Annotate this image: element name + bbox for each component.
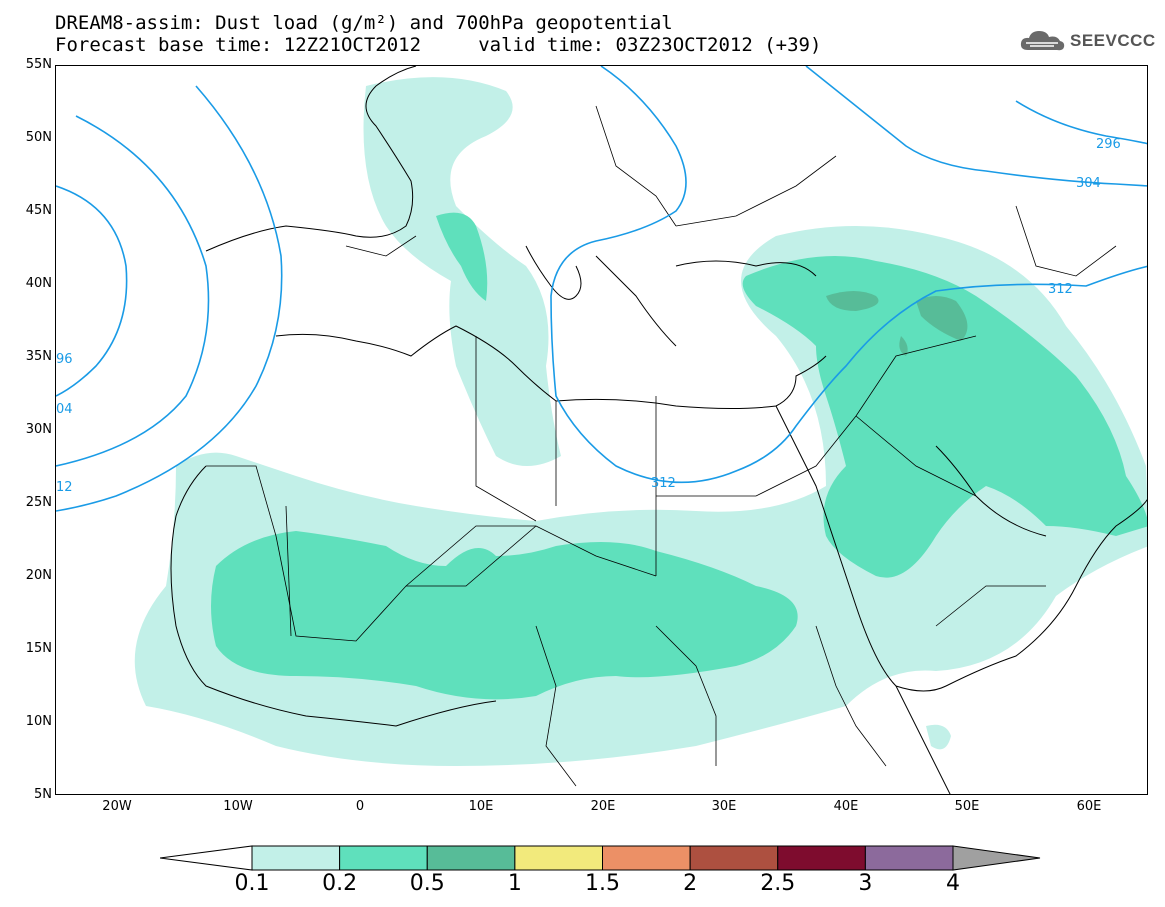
dust-shading-high [826, 291, 968, 356]
country-borders [206, 105, 1117, 787]
logo-text: SEEVCCC [1070, 31, 1156, 50]
forecast-time-line: Forecast base time: 12Z21OCT2012 valid t… [55, 34, 822, 56]
colorbar-label: 1.5 [585, 871, 620, 896]
seevccc-logo: SEEVCCC [1018, 27, 1156, 55]
colorbar-label: 0.5 [409, 871, 445, 896]
lat-label: 55N [25, 57, 52, 72]
cloud-logo-icon [1020, 31, 1065, 51]
lon-label: 40E [833, 799, 859, 814]
colorbar-label: 2 [683, 871, 698, 896]
contour-labels: 296 304 312 312 96 04 12 [56, 137, 1121, 495]
lon-label: 10E [468, 799, 494, 814]
map-title: DREAM8-assim: Dust load (g/m²) and 700hP… [55, 12, 673, 34]
lon-label: 50E [954, 799, 980, 814]
lon-label: 20W [102, 799, 132, 814]
lon-label: 20E [590, 799, 616, 814]
colorbar-label: 0.2 [322, 871, 358, 896]
colorbar-cell [251, 845, 341, 871]
lat-label: 10N [25, 714, 52, 729]
map-area: 296 304 312 312 96 04 12 [55, 65, 1148, 795]
colorbar-label: 0.1 [234, 871, 270, 896]
lat-label: 5N [34, 787, 52, 802]
contour-label: 04 [56, 402, 73, 417]
colorbar-cell [426, 845, 516, 871]
lon-label: 60E [1076, 799, 1102, 814]
colorbar-label: 3 [858, 871, 873, 896]
lat-label: 30N [25, 422, 52, 437]
colorbar-cell [514, 845, 603, 871]
contour-label: 312 [1048, 282, 1073, 297]
contour-label: 312 [651, 476, 676, 491]
coastlines [170, 66, 1147, 794]
lat-label: 45N [25, 203, 52, 218]
contour-label: 96 [56, 352, 73, 367]
contour-label: 296 [1096, 137, 1121, 152]
colorbar-label: 4 [946, 871, 960, 896]
colorbar [160, 845, 1041, 871]
lat-label: 15N [25, 641, 52, 656]
lat-label: 50N [25, 130, 52, 145]
colorbar-under-arrow [160, 845, 253, 871]
colorbar-cell [602, 845, 691, 871]
colorbar-label: 2.5 [760, 871, 796, 896]
contour-label: 304 [1076, 176, 1101, 191]
colorbar-cell [777, 845, 866, 871]
colorbar-cell [864, 845, 954, 871]
lat-label: 40N [25, 276, 52, 291]
lon-label: 10W [223, 799, 253, 814]
lat-label: 35N [25, 349, 52, 364]
geopotential-contours [56, 66, 1147, 512]
lon-label: 0 [355, 799, 365, 814]
lat-label: 25N [25, 495, 52, 510]
contour-label: 12 [56, 480, 73, 495]
colorbar-cell [339, 845, 428, 871]
lat-label: 20N [25, 568, 52, 583]
colorbar-label: 1 [507, 871, 522, 896]
dust-shading-mid [211, 212, 1147, 700]
lon-label: 30E [711, 799, 737, 814]
map-canvas: 296 304 312 312 96 04 12 [56, 66, 1147, 794]
colorbar-over-arrow [952, 845, 1041, 871]
colorbar-cell [689, 845, 779, 871]
